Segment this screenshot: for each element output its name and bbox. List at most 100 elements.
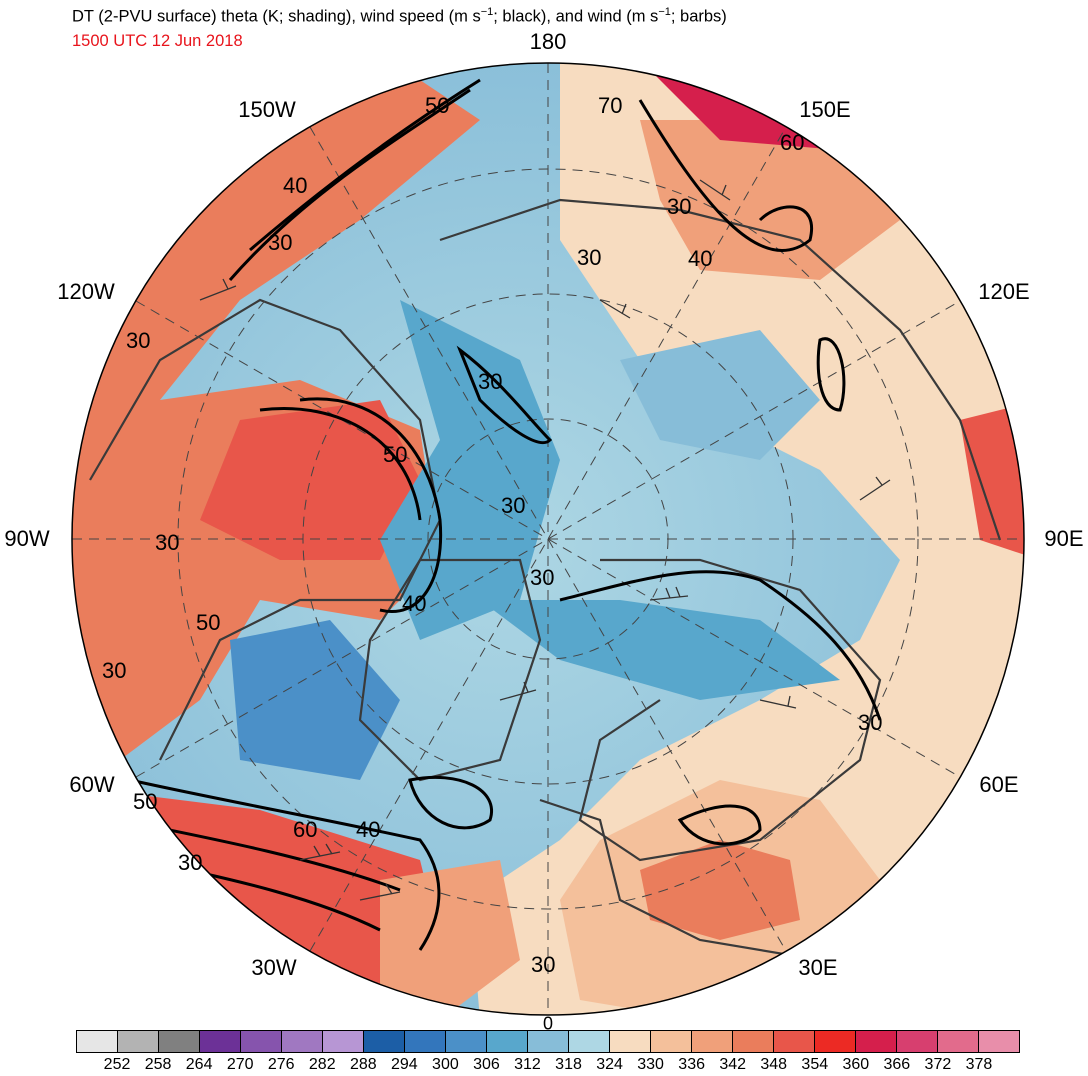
colorbar-tick-label: 372 xyxy=(924,1056,952,1073)
meridian-150 xyxy=(309,126,787,952)
colorbar-swatch xyxy=(528,1031,569,1052)
colorbar-tick-label: 354 xyxy=(801,1056,829,1073)
colorbar-swatch xyxy=(979,1031,1019,1052)
cold-region-3 xyxy=(230,620,400,780)
contour-label-layer: 50 70 60 40 30 30 40 30 30 30 30 30 50 3… xyxy=(102,93,882,977)
coast-siberia xyxy=(439,198,1002,541)
colorbar-labels: 252 258 264 270 276 282 288 294 300 306 312 318 324 3… xyxy=(0,1056,1088,1076)
contour-label: 30 xyxy=(155,530,179,555)
colorbar-tick-label: 348 xyxy=(760,1056,788,1073)
colorbar-swatch xyxy=(815,1031,856,1052)
valid-time: 1500 UTC 12 Jun 2018 xyxy=(72,32,243,50)
colorbar-tick-label: 360 xyxy=(842,1056,870,1073)
meridian-120 xyxy=(135,300,961,778)
graticule xyxy=(72,63,1024,1015)
lon-label-150w: 150W xyxy=(238,97,296,122)
title-mid: ; black), and wind (m s xyxy=(493,7,659,26)
colorbar-tick-label: 276 xyxy=(267,1056,295,1073)
colorbar-tick-label: 294 xyxy=(390,1056,418,1073)
wind-barb xyxy=(499,681,537,701)
warm-region-us-core xyxy=(200,400,420,560)
cold-region-4 xyxy=(620,330,820,460)
colorbar-tick-label: 378 xyxy=(965,1056,993,1073)
wind-barb xyxy=(859,476,891,501)
contour-label: 50 xyxy=(196,610,220,635)
wind-barb xyxy=(299,843,341,861)
parallel-3 xyxy=(177,168,919,910)
cold-region-1 xyxy=(380,300,560,640)
contour-label: 30 xyxy=(577,245,601,270)
contour-label: 40 xyxy=(283,173,307,198)
colorbar-tick-label: 342 xyxy=(719,1056,747,1073)
contour-label: 70 xyxy=(598,93,622,118)
meridian-60 xyxy=(135,300,961,778)
contour-label: 30 xyxy=(531,952,555,977)
contour-label: 30 xyxy=(530,565,554,590)
colorbar-tick-label: 300 xyxy=(432,1056,459,1073)
colorbar-tick-label: 306 xyxy=(473,1056,500,1073)
contour-label: 50 xyxy=(133,789,157,814)
cold-region-2 xyxy=(480,600,840,700)
coast-north-america xyxy=(89,298,442,761)
colorbar-swatch xyxy=(159,1031,200,1052)
lon-label-120w: 120W xyxy=(57,279,115,304)
colorbar-swatch xyxy=(569,1031,610,1052)
contour-pacific-2 xyxy=(249,78,481,252)
colorbar-swatch xyxy=(856,1031,897,1052)
warm-region-atlantic-light xyxy=(380,860,520,1015)
colorbar-tick-label: 288 xyxy=(349,1056,377,1073)
colorbar xyxy=(76,1030,1020,1053)
wind-barb xyxy=(359,883,401,901)
contour-label: 30 xyxy=(667,194,691,219)
lon-label-60w: 60W xyxy=(69,772,115,797)
colorbar-tick-label: 270 xyxy=(226,1056,254,1073)
contour-asia-1 xyxy=(816,337,846,412)
contour-label: 30 xyxy=(126,328,150,353)
title-suffix: ; barbs) xyxy=(670,7,727,26)
contour-label: 60 xyxy=(780,130,804,155)
colorbar-swatch xyxy=(897,1031,938,1052)
title-exp-2: −1 xyxy=(658,6,671,18)
colorbar-tick-label: 330 xyxy=(637,1056,664,1073)
map-border xyxy=(71,62,1025,1016)
meridian-30 xyxy=(309,126,787,952)
colorbar-swatch xyxy=(405,1031,446,1052)
contour-america-1 xyxy=(299,397,443,613)
colorbar-swatch xyxy=(200,1031,241,1052)
lon-label-60e: 60E xyxy=(979,772,1019,797)
colorbar-swatch xyxy=(323,1031,364,1052)
colorbar-swatch xyxy=(446,1031,487,1052)
wind-barb xyxy=(699,179,731,201)
colorbar-swatch xyxy=(364,1031,405,1052)
contour-label: 30 xyxy=(858,710,882,735)
lon-label-150e: 150E xyxy=(799,97,851,122)
colorbar-tick-label: 318 xyxy=(555,1056,582,1073)
contour-label: 30 xyxy=(268,230,292,255)
colorbar-swatch xyxy=(938,1031,979,1052)
colorbar-tick-label: 264 xyxy=(185,1056,213,1073)
contour-label: 30 xyxy=(478,369,502,394)
wind-barb xyxy=(759,695,797,709)
lon-label-90e: 90E xyxy=(1044,526,1084,551)
contour-europe-1 xyxy=(677,804,762,846)
contour-label: 50 xyxy=(383,442,407,467)
contour-label: 50 xyxy=(425,93,449,118)
colorbar-swatch xyxy=(692,1031,733,1052)
colorbar-swatch xyxy=(733,1031,774,1052)
colorbar-swatch xyxy=(774,1031,815,1052)
colorbar-tick-label: 366 xyxy=(883,1056,911,1073)
contour-label: 30 xyxy=(102,658,126,683)
lon-label-0: 0 xyxy=(542,1013,554,1034)
colorbar-swatch xyxy=(282,1031,323,1052)
colorbar-tick-label: 258 xyxy=(144,1056,172,1073)
wind-barb xyxy=(199,278,237,301)
warm-region-balkans xyxy=(640,840,800,940)
contour-label: 30 xyxy=(178,850,202,875)
colorbar-swatch xyxy=(241,1031,282,1052)
colorbar-tick-label: 252 xyxy=(103,1056,131,1073)
lon-label-180: 180 xyxy=(529,29,567,54)
warm-region-east xyxy=(470,63,1024,1015)
wind-barb xyxy=(649,586,689,601)
wind-barb xyxy=(599,299,631,319)
